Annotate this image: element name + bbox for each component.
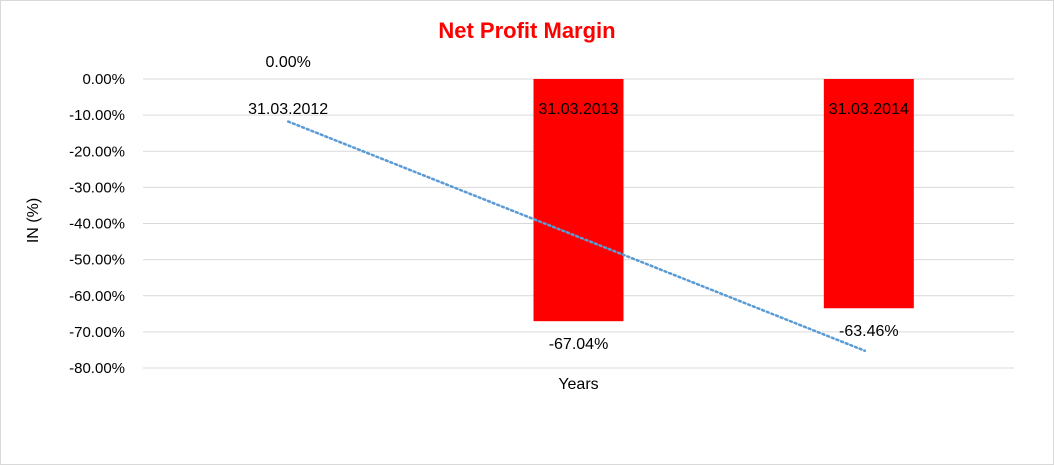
y-tick-label: -70.00% <box>69 324 125 341</box>
y-tick-label: -60.00% <box>69 288 125 305</box>
category-label: 31.03.2014 <box>829 101 909 118</box>
x-axis-title: Years <box>558 376 598 393</box>
y-tick-label: -20.00% <box>69 143 125 160</box>
y-tick-label: -10.00% <box>69 107 125 124</box>
category-label: 31.03.2012 <box>248 101 328 118</box>
bar-31-03-2013 <box>533 79 624 322</box>
labels: 0.00% -10.00% -20.00% -30.00% -40.00% -50.00%… <box>25 54 909 393</box>
trendline <box>286 120 867 353</box>
bar-31-03-2014 <box>823 79 914 309</box>
category-label: 31.03.2013 <box>538 101 618 118</box>
y-axis-title: IN (%) <box>25 198 42 243</box>
data-label: -67.04% <box>549 336 609 353</box>
y-tick-label: -40.00% <box>69 216 125 233</box>
chart-title: Net Profit Margin <box>438 18 616 43</box>
y-tick-label: -80.00% <box>69 360 125 377</box>
y-tick-label: -30.00% <box>69 179 125 196</box>
y-tick-label: 0.00% <box>82 71 125 88</box>
data-label: 0.00% <box>265 54 310 71</box>
bars <box>533 79 914 322</box>
trendline-layer <box>286 120 867 353</box>
data-label: -63.46% <box>839 323 899 340</box>
y-tick-label: -50.00% <box>69 252 125 269</box>
